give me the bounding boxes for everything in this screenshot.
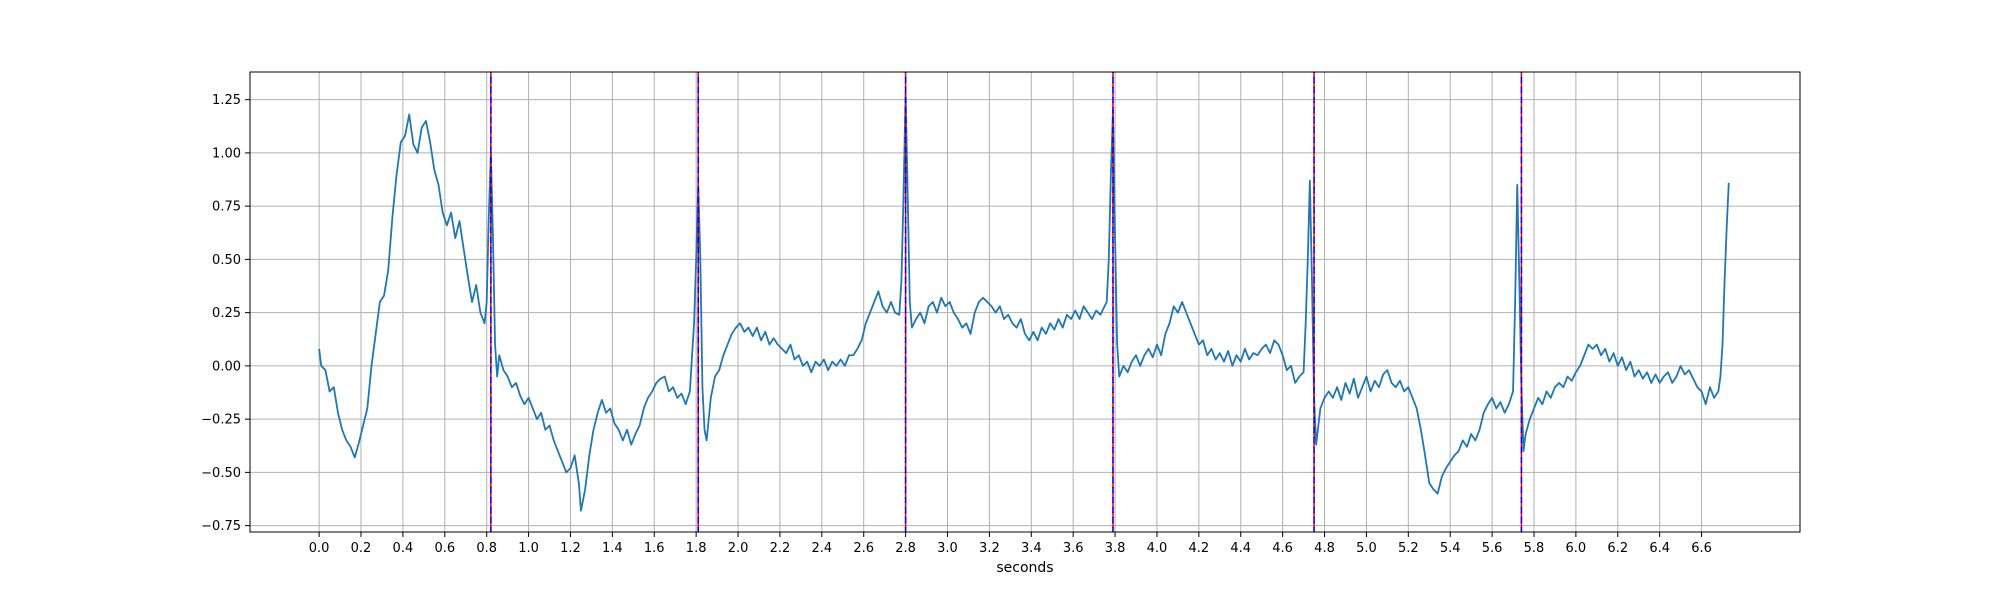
- x-tick-label: 1.4: [602, 541, 623, 556]
- y-tick-label: 0.75: [212, 200, 241, 215]
- y-tick-label: 0.00: [212, 359, 241, 374]
- x-tick-label: 0.4: [393, 541, 414, 556]
- x-tick-label: 5.0: [1356, 541, 1377, 556]
- y-tick-label: 0.50: [212, 253, 241, 268]
- x-tick-label: 4.8: [1314, 541, 1335, 556]
- x-tick-label: 6.0: [1566, 541, 1587, 556]
- x-tick-label: 2.0: [728, 541, 749, 556]
- x-tick-label: 3.6: [1063, 541, 1084, 556]
- x-tick-label: 3.8: [1105, 541, 1126, 556]
- x-tick-label: 6.4: [1649, 541, 1670, 556]
- x-tick-label: 2.6: [853, 541, 874, 556]
- x-tick-label: 0.0: [309, 541, 330, 556]
- y-tick-label: 0.25: [212, 306, 241, 321]
- x-tick-label: 4.4: [1230, 541, 1251, 556]
- x-tick-label: 1.8: [686, 541, 707, 556]
- x-tick-label: 0.8: [476, 541, 497, 556]
- x-tick-label: 5.8: [1524, 541, 1545, 556]
- x-tick-label: 3.2: [979, 541, 1000, 556]
- x-tick-label: 0.6: [434, 541, 455, 556]
- x-tick-label: 2.8: [895, 541, 916, 556]
- marker-layer: [490, 72, 1523, 532]
- y-tick-label: −0.50: [201, 466, 241, 481]
- x-tick-label: 1.6: [644, 541, 665, 556]
- x-tick-label: 3.0: [937, 541, 958, 556]
- x-axis-ticks: 0.0 0.2 0.4 0.6 0.8 1.0 1.2 1.4 1.6 1.8 2.0 2.2 2.4 2…: [309, 532, 1712, 556]
- y-tick-label: −0.25: [201, 413, 241, 428]
- x-tick-label: 5.6: [1482, 541, 1503, 556]
- x-tick-label: 1.0: [518, 541, 539, 556]
- x-tick-label: 5.4: [1440, 541, 1461, 556]
- x-tick-label: 0.2: [351, 541, 372, 556]
- x-tick-label: 4.6: [1272, 541, 1293, 556]
- x-tick-label: 4.2: [1189, 541, 1210, 556]
- ecg-signal-line: [318, 92, 1730, 512]
- y-tick-label: 1.25: [212, 93, 241, 108]
- y-axis-ticks: −0.75 −0.50 −0.25 0.00 0.25 0.50 0.75 1.00 1.25: [201, 93, 250, 534]
- y-tick-label: 1.00: [212, 146, 241, 161]
- y-gridlines: [250, 99, 1800, 527]
- y-tick-label: −0.75: [201, 519, 241, 534]
- x-gridlines: [318, 72, 1703, 532]
- x-tick-label: 1.2: [560, 541, 581, 556]
- series-layer: [318, 92, 1730, 512]
- x-axis-label: seconds: [996, 560, 1053, 576]
- x-tick-label: 6.2: [1607, 541, 1628, 556]
- x-tick-label: 2.2: [770, 541, 791, 556]
- x-tick-label: 3.4: [1021, 541, 1042, 556]
- x-tick-label: 6.6: [1691, 541, 1712, 556]
- x-tick-label: 5.2: [1398, 541, 1419, 556]
- plot-frame: [249, 71, 1801, 533]
- x-tick-label: 2.4: [811, 541, 832, 556]
- x-tick-label: 4.0: [1147, 541, 1168, 556]
